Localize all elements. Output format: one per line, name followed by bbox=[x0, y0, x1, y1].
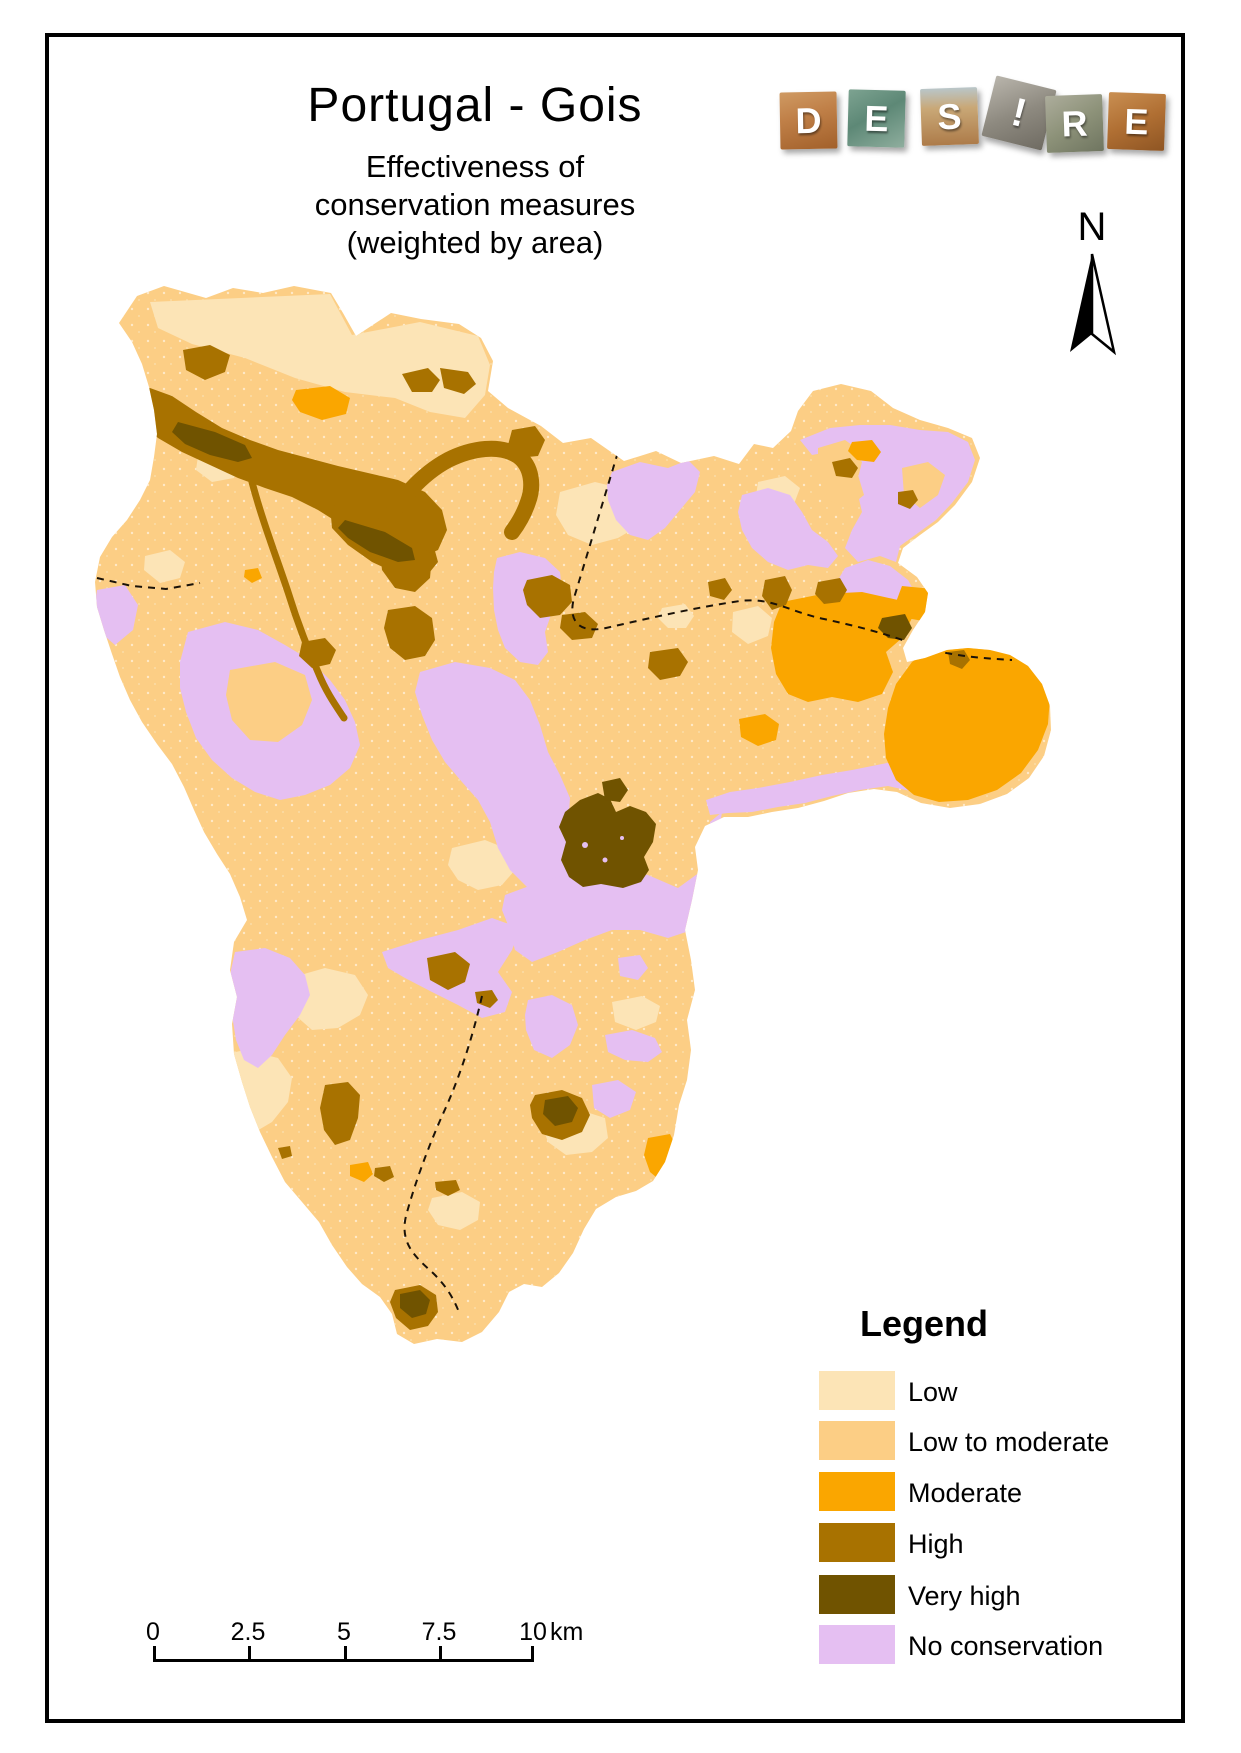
north-arrow-label: N bbox=[1077, 205, 1107, 249]
legend-label: Low bbox=[908, 1377, 958, 1407]
scale-tick bbox=[531, 1646, 534, 1661]
subtitle-line: (weighted by area) bbox=[346, 225, 604, 260]
map-subtitle: Effectiveness of conservation measures (… bbox=[180, 148, 770, 262]
map-layer-boundaries bbox=[96, 451, 1013, 1313]
scale-tick-label: 0 bbox=[146, 1618, 160, 1646]
map-layer-very-high bbox=[172, 422, 912, 1318]
legend-swatch-low-to-moderate bbox=[819, 1421, 895, 1460]
scale-unit-label: km bbox=[550, 1618, 584, 1646]
legend-swatch-very-high bbox=[819, 1575, 895, 1614]
legend-swatch-low bbox=[819, 1371, 895, 1410]
map-layer-moderate bbox=[244, 386, 1050, 1306]
scale-tick-label: 7.5 bbox=[421, 1618, 457, 1646]
scale-tick-label: 10 bbox=[519, 1618, 547, 1646]
legend-swatch-no-conservation bbox=[819, 1625, 895, 1664]
page-frame bbox=[45, 33, 1185, 1723]
map-very-high-speckles bbox=[582, 836, 624, 863]
scale-bar-line bbox=[153, 1659, 534, 1662]
legend-label: High bbox=[908, 1529, 964, 1559]
north-arrow-icon bbox=[1070, 253, 1117, 356]
legend-swatch-moderate bbox=[819, 1472, 895, 1511]
legend-label: Very high bbox=[908, 1581, 1021, 1611]
legend-label: No conservation bbox=[908, 1631, 1104, 1661]
scale-tick bbox=[344, 1646, 347, 1661]
legend-label: Moderate bbox=[908, 1478, 1023, 1508]
subtitle-line: conservation measures bbox=[314, 187, 636, 222]
subtitle-line: Effectiveness of bbox=[365, 149, 585, 184]
scale-tick-label: 5 bbox=[337, 1618, 351, 1646]
legend-label: Low to moderate bbox=[908, 1427, 1110, 1457]
scale-tick-label: 2.5 bbox=[230, 1618, 266, 1646]
legend-heading: Legend bbox=[860, 1303, 989, 1344]
scale-tick bbox=[248, 1646, 251, 1661]
scale-tick bbox=[153, 1646, 156, 1661]
legend-swatch-high bbox=[819, 1523, 895, 1562]
map-title: Portugal - Gois bbox=[307, 79, 643, 132]
scale-tick bbox=[439, 1646, 442, 1661]
